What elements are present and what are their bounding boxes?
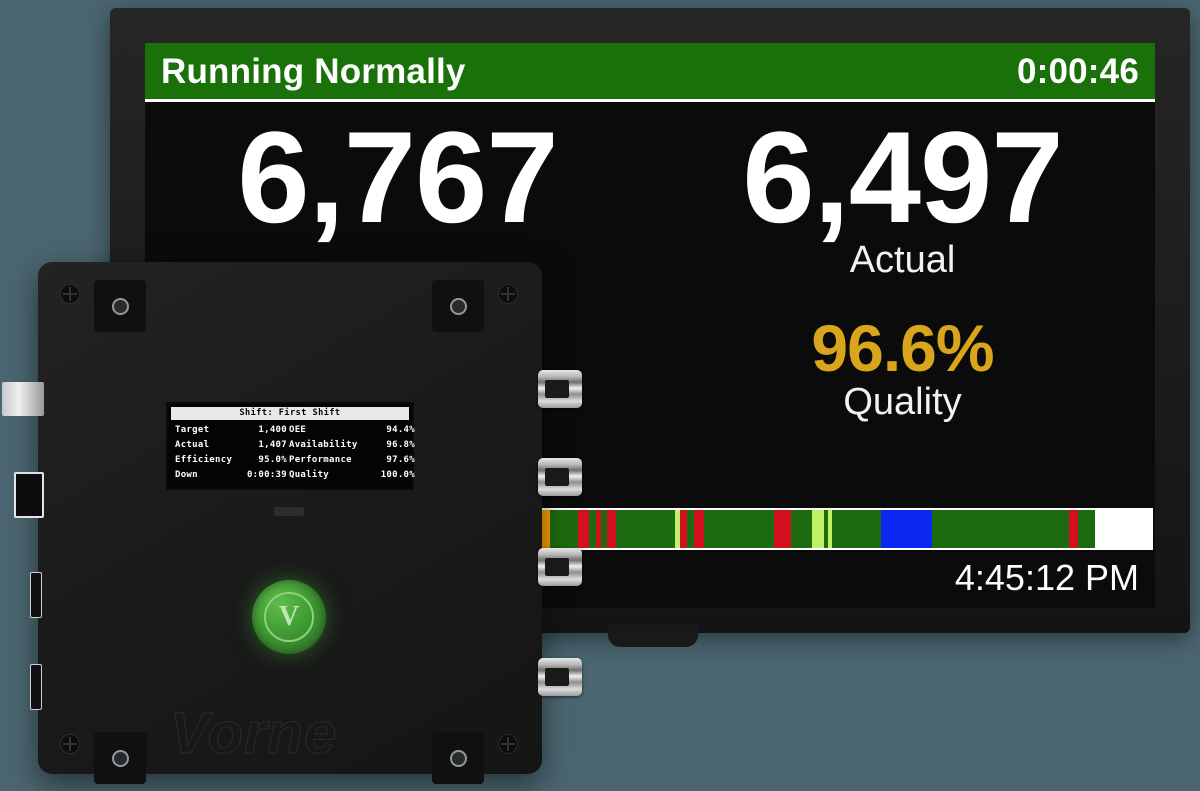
metric-quality-value: 96.6% — [811, 311, 994, 385]
timeline-segment — [811, 510, 824, 548]
timeline-segment — [588, 510, 596, 548]
metric-actual-label: Actual — [849, 239, 956, 282]
screw-icon — [498, 734, 518, 754]
timeline-segment — [577, 510, 589, 548]
xl-lcd-value-right: 97.6% — [386, 455, 415, 465]
mount-hole-icon — [449, 749, 467, 767]
connector-left-usb — [14, 472, 44, 518]
connector-right-m12-b — [538, 458, 582, 496]
timeline-segment — [1094, 510, 1153, 548]
xl-lcd-value-right: 100.0% — [380, 470, 415, 480]
connector-left-io-b — [30, 664, 42, 710]
mount-bracket-top-left — [94, 280, 146, 332]
timeline-segment — [694, 510, 704, 548]
timeline-segment — [595, 510, 602, 548]
xl-lcd-metrics-grid: Target 1,400 OEE 94.4% Actual 1,407 Availabili… — [171, 424, 415, 482]
xl-lcd-value-left: 95.0% — [258, 455, 287, 465]
screw-icon — [498, 284, 518, 304]
screw-icon — [60, 734, 80, 754]
connector-right-m12-d — [538, 658, 582, 696]
screw-icon — [60, 284, 80, 304]
xl-lcd-label-left: Actual — [175, 440, 210, 450]
status-timer: 0:00:46 — [1016, 51, 1139, 91]
timeline-segment — [880, 510, 932, 548]
timeline-segment — [703, 510, 774, 548]
xl-lcd-label-left: Down — [175, 470, 198, 480]
metric-quality: 96.6% Quality — [650, 306, 1155, 508]
metric-target: 6,767 — [145, 104, 650, 306]
xl-lcd-value-left: 0:00:39 — [246, 470, 287, 480]
xl-lcd-value-right: 94.4% — [386, 425, 415, 435]
timeline-segment — [687, 510, 695, 548]
clock: 4:45:12 PM — [954, 557, 1139, 598]
metric-actual: 6,497 Actual — [650, 104, 1155, 306]
connector-right-m12-a — [538, 370, 582, 408]
timeline-segment — [675, 510, 680, 548]
timeline-segment — [832, 510, 881, 548]
xl-lcd-value-left: 1,407 — [258, 440, 287, 450]
xl-lcd-label-right: Quality — [289, 470, 330, 480]
timeline-segment — [790, 510, 812, 548]
xl-lcd-label-left: Target — [175, 425, 210, 435]
xl-lcd-value-left: 1,400 — [258, 425, 287, 435]
vorne-brand-logo: Vorne — [169, 701, 338, 767]
vorne-v-logo-icon: V — [264, 592, 314, 642]
connector-left-power — [2, 382, 44, 416]
mount-bracket-bottom-right — [432, 732, 484, 784]
metric-target-value: 6,767 — [237, 104, 558, 250]
connector-left-io-a — [30, 572, 42, 618]
metric-actual-value: 6,497 — [742, 104, 1063, 250]
timeline-segment — [550, 510, 578, 548]
xl-lcd-value-right: 96.8% — [386, 440, 415, 450]
vorne-xl-device: Shift: First Shift Target 1,400 OEE 94.4% Ac… — [38, 262, 542, 784]
xl-device-lcd: Shift: First Shift Target 1,400 OEE 94.4% Ac… — [166, 402, 415, 490]
timeline-segment — [679, 510, 688, 548]
timeline-segment — [601, 510, 607, 548]
timeline-segment — [1069, 510, 1078, 548]
mount-bracket-top-right — [432, 280, 484, 332]
mount-bracket-bottom-left — [94, 732, 146, 784]
metric-quality-label: Quality — [843, 380, 962, 423]
xl-lcd-label-right: Performance — [289, 455, 352, 465]
status-banner: Running Normally 0:00:46 — [145, 43, 1155, 102]
timeline-segment — [616, 510, 676, 548]
connector-right-m12-c — [538, 548, 582, 586]
xl-lcd-shift-title: Shift: First Shift — [171, 407, 409, 420]
status-light-button[interactable]: V — [252, 580, 326, 654]
mount-hole-icon — [111, 297, 129, 315]
timeline-segment — [606, 510, 617, 548]
xl-lcd-label-right: OEE — [289, 425, 307, 435]
mount-hole-icon — [449, 297, 467, 315]
timeline-segment — [773, 510, 791, 548]
mount-hole-icon — [111, 749, 129, 767]
xl-lcd-label-left: Efficiency — [175, 455, 233, 465]
ir-sensor-icon — [274, 507, 304, 516]
timeline-segment — [1077, 510, 1095, 548]
timeline-segment — [827, 510, 833, 548]
status-text: Running Normally — [161, 51, 466, 91]
production-display-monitor: Running Normally 0:00:46 6,767 6,497 Act… — [110, 8, 1190, 633]
xl-lcd-label-right: Availability — [289, 440, 358, 450]
timeline-segment — [931, 510, 1070, 548]
monitor-stand — [608, 625, 698, 647]
timeline-segment — [823, 510, 828, 548]
